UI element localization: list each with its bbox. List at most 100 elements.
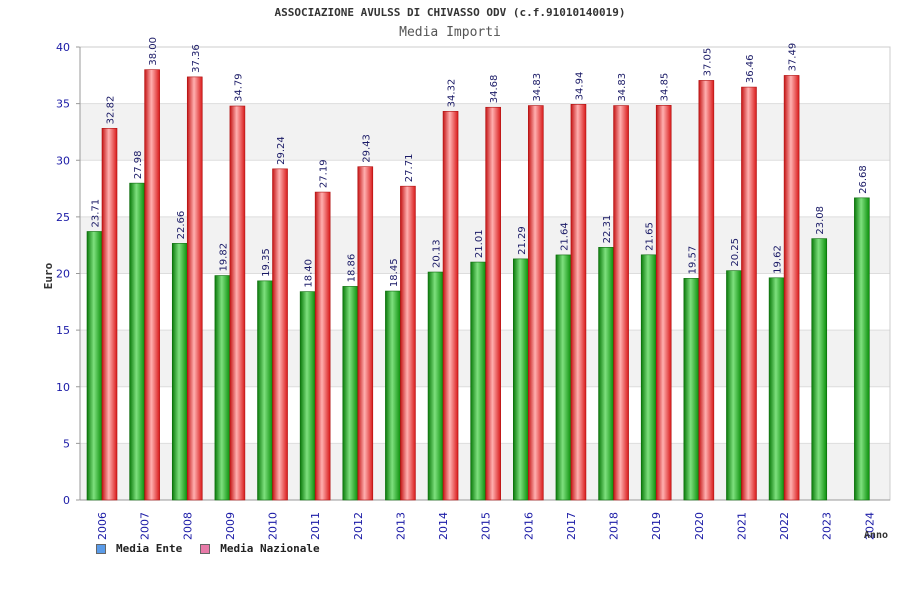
legend-item-nazionale: Media Nazionale bbox=[200, 542, 320, 555]
data-label: 18.45 bbox=[389, 258, 400, 287]
bar-ente-2006 bbox=[86, 231, 103, 501]
data-label: 21.65 bbox=[645, 222, 656, 251]
data-label: 19.62 bbox=[773, 245, 784, 274]
y-tick-label: 5 bbox=[63, 437, 70, 450]
bar-nazionale-2022 bbox=[783, 75, 800, 501]
x-tick-label: 2014 bbox=[437, 512, 450, 540]
legend-item-ente: Media Ente bbox=[96, 542, 182, 555]
bar-nazionale-2018 bbox=[613, 105, 629, 501]
bar-nazionale-2011 bbox=[314, 191, 331, 501]
x-tick-label: 2008 bbox=[181, 512, 194, 540]
data-label: 22.66 bbox=[176, 211, 187, 240]
bars bbox=[86, 69, 870, 501]
legend-label-ente: Media Ente bbox=[116, 542, 183, 555]
bar-ente-2011 bbox=[299, 291, 316, 501]
x-tick-label: 2019 bbox=[650, 512, 663, 540]
x-tick-label: 2012 bbox=[352, 512, 365, 540]
data-label: 34.68 bbox=[489, 75, 500, 104]
data-label: 29.24 bbox=[276, 136, 287, 165]
data-label: 37.49 bbox=[788, 43, 799, 72]
x-tick-label: 2020 bbox=[693, 512, 706, 540]
y-tick-label: 35 bbox=[56, 98, 70, 111]
x-tick-label: 2016 bbox=[522, 512, 535, 540]
bar-ente-2017 bbox=[555, 254, 572, 501]
bar-ente-2019 bbox=[640, 254, 657, 501]
bar-nazionale-2015 bbox=[485, 106, 501, 501]
data-label: 19.82 bbox=[218, 243, 229, 272]
data-label: 20.13 bbox=[432, 239, 443, 268]
y-tick-label: 0 bbox=[63, 494, 70, 507]
data-label: 18.86 bbox=[346, 254, 357, 283]
bar-nazionale-2021 bbox=[741, 86, 757, 501]
bar-ente-2016 bbox=[513, 258, 529, 501]
bar-ente-2009 bbox=[214, 275, 231, 501]
data-label: 27.98 bbox=[133, 150, 144, 179]
bar-nazionale-2010 bbox=[272, 168, 288, 501]
x-tick-label: 2007 bbox=[139, 512, 152, 540]
bar-nazionale-2007 bbox=[144, 69, 160, 501]
bar-ente-2022 bbox=[768, 277, 785, 501]
bar-nazionale-2014 bbox=[442, 111, 459, 501]
data-label: 37.36 bbox=[191, 44, 202, 73]
bar-ente-2007 bbox=[129, 182, 145, 501]
data-label: 34.83 bbox=[532, 73, 543, 102]
bar-nazionale-2016 bbox=[528, 105, 544, 501]
data-label: 34.83 bbox=[617, 73, 628, 102]
bar-ente-2014 bbox=[427, 271, 444, 501]
bar-nazionale-2013 bbox=[400, 185, 416, 501]
data-label: 23.08 bbox=[815, 206, 826, 235]
bar-nazionale-2008 bbox=[186, 76, 203, 501]
bar-nazionale-2017 bbox=[570, 104, 587, 501]
bar-nazionale-2019 bbox=[655, 105, 672, 501]
legend: Media Ente Media Nazionale bbox=[96, 542, 338, 555]
y-axis-label: Euro bbox=[42, 262, 55, 289]
bar-nazionale-2009 bbox=[229, 105, 246, 501]
tick-labels: 0 5 10 15 20 25 30 35 40 2006 2007 2008 2009 2010 2011… bbox=[56, 41, 876, 540]
y-tick-label: 20 bbox=[56, 268, 70, 281]
y-tick-label: 25 bbox=[56, 211, 70, 224]
data-label: 27.19 bbox=[319, 159, 330, 188]
data-label: 19.35 bbox=[261, 248, 272, 277]
x-tick-label: 2022 bbox=[778, 512, 791, 540]
data-label: 34.85 bbox=[660, 73, 671, 102]
bar-ente-2024 bbox=[854, 197, 870, 501]
data-label: 32.82 bbox=[106, 96, 117, 125]
data-label: 37.05 bbox=[702, 48, 713, 77]
legend-swatch-ente bbox=[96, 543, 106, 554]
bar-ente-2018 bbox=[598, 247, 614, 501]
x-tick-label: 2013 bbox=[394, 512, 407, 540]
bar-ente-2015 bbox=[470, 261, 486, 501]
x-tick-label: 2018 bbox=[608, 512, 621, 540]
x-tick-label: 2023 bbox=[821, 512, 834, 540]
data-label: 27.71 bbox=[404, 154, 415, 183]
data-label: 34.94 bbox=[574, 72, 585, 101]
data-label: 18.40 bbox=[304, 259, 315, 288]
legend-label-nazionale: Media Nazionale bbox=[220, 542, 320, 555]
bar-nazionale-2006 bbox=[101, 128, 118, 501]
y-tick-label: 40 bbox=[56, 41, 70, 54]
x-tick-label: 2024 bbox=[863, 512, 876, 540]
bar-ente-2012 bbox=[342, 286, 359, 501]
bar-ente-2020 bbox=[683, 278, 700, 501]
bar-ente-2013 bbox=[385, 290, 401, 501]
chart-title: ASSOCIAZIONE AVULSS DI CHIVASSO ODV (c.f… bbox=[274, 6, 626, 19]
data-label: 38.00 bbox=[148, 37, 159, 66]
x-tick-label: 2015 bbox=[480, 512, 493, 540]
chart-subtitle: Media Importi bbox=[399, 25, 501, 40]
data-label: 21.64 bbox=[559, 222, 570, 251]
data-label: 22.31 bbox=[602, 215, 613, 244]
data-label: 34.32 bbox=[447, 79, 458, 108]
data-label: 34.79 bbox=[233, 73, 244, 102]
data-label: 19.57 bbox=[687, 246, 698, 275]
data-labels: 23.71 27.98 22.66 19.82 19.35 18.40 18.86 18.45… bbox=[91, 37, 869, 288]
bar-ente-2010 bbox=[257, 280, 273, 501]
bar-ente-2023 bbox=[811, 238, 828, 501]
y-tick-label: 15 bbox=[56, 324, 70, 337]
y-tick-label: 10 bbox=[56, 381, 70, 394]
bar-nazionale-2012 bbox=[357, 166, 374, 501]
bar-ente-2008 bbox=[171, 243, 188, 501]
bar-ente-2021 bbox=[726, 270, 742, 501]
data-label: 29.43 bbox=[361, 134, 372, 163]
x-axis-label: Anno bbox=[864, 530, 888, 541]
